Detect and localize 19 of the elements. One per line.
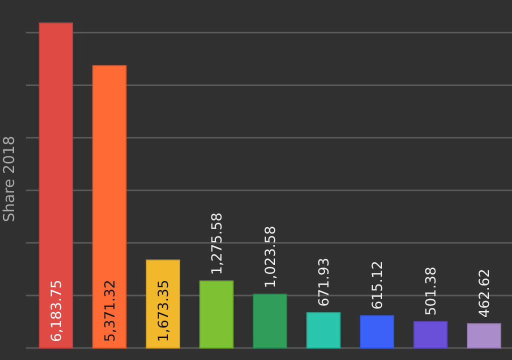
y-axis-title: Share 2018	[0, 136, 18, 222]
bar	[413, 321, 448, 348]
bar	[252, 294, 288, 348]
data-label: 1,023.58	[262, 226, 279, 288]
data-label: 462.62	[476, 268, 493, 318]
bar	[146, 260, 180, 348]
data-label: 615.12	[370, 260, 386, 310]
data-label: 671.93	[316, 258, 332, 307]
data-label: 6,183.75	[48, 280, 65, 342]
data-label: 501.38	[423, 266, 440, 316]
bar	[360, 315, 394, 348]
bar	[92, 65, 127, 348]
data-label: 5,371.32	[102, 280, 118, 342]
data-label: 1,673.35	[156, 280, 172, 342]
data-label: 1,275.58	[209, 212, 226, 275]
bar	[199, 280, 234, 348]
bar	[38, 22, 74, 348]
bar	[306, 312, 341, 348]
bar	[466, 323, 502, 348]
